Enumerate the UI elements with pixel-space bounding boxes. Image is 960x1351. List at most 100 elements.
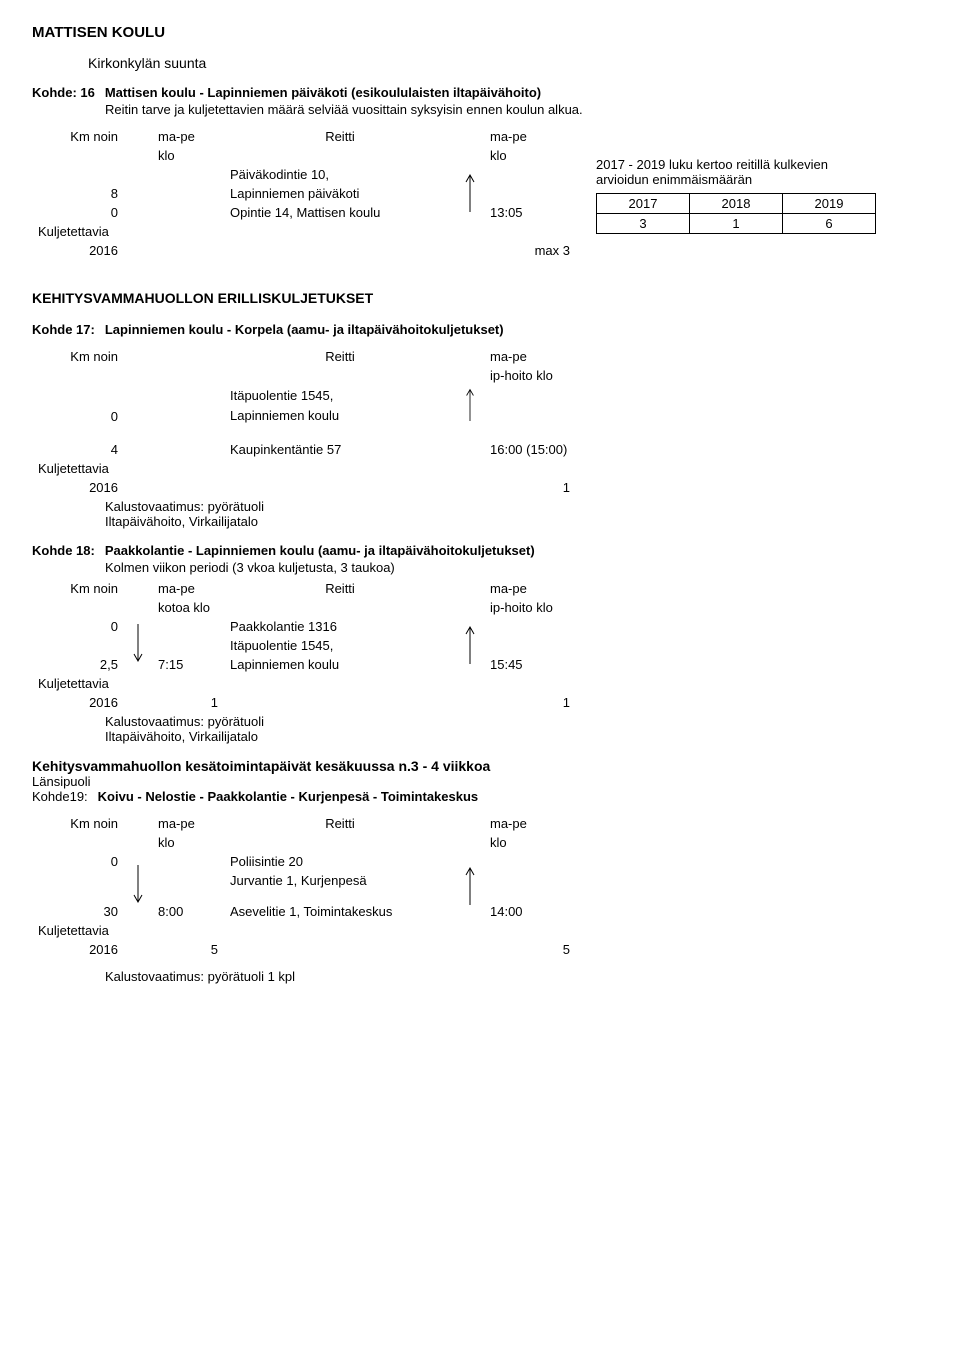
footer-right: max 3 [484,241,576,260]
footer-label: Kuljetettavia [32,459,124,478]
cell-time1: 7:15 [152,636,224,674]
cell-km2: 2,5 [32,636,124,674]
cell-time2: 16:00 (15:00) [484,440,576,459]
cell-km3: 30 [32,902,124,921]
cell-route2: Jurvantie 1, Kurjenpesä [224,871,456,890]
cell-route-l1: Päiväkodintie 10, [224,165,456,184]
kohde19-table: Km noin ma-pe Reitti ma-pe klo klo 0 Pol… [32,814,576,959]
arrow-down-icon [124,617,152,674]
hdr-mape: ma-pe [152,127,224,146]
kohde17-table: Km noin Reitti ma-pe ip-hoito klo 0 Itäp… [32,347,576,497]
kohde18-note1: Kalustovaatimus: pyörätuoli [105,714,928,729]
hdr-mape2: ma-pe [484,127,576,146]
footer-left: 5 [152,940,224,959]
kohde16-desc: Reitin tarve ja kuljetettavien määrä sel… [105,102,928,117]
cell-km: 0 [32,617,124,636]
kohde16-title: Mattisen koulu - Lapinniemen päiväkoti (… [105,85,541,100]
hdr-mape: ma-pe [152,814,224,833]
kohde18-label: Kohde 18: [32,543,95,558]
hdr-route: Reitti [224,814,456,833]
year-2019: 2019 [783,194,876,214]
footer-right: 5 [484,940,576,959]
hdr-klo: klo [152,833,224,852]
cell-route2-l1: Itäpuolentie 1545, [224,636,456,655]
val-2018: 1 [690,214,783,234]
footer-left: 1 [152,693,224,712]
kohde16-year-table: 2017 2018 2019 3 1 6 [596,193,876,234]
hdr-klo2: klo [484,833,576,852]
hdr-mape2: ma-pe [484,814,576,833]
cell-km: 0 [32,385,124,426]
arrow-up-icon [456,617,484,674]
cell-km: 8 [32,165,124,203]
cell-time2: 13:05 [484,203,576,222]
hdr-kotoa: kotoa klo [152,598,224,617]
hdr-km: Km noin [32,579,124,598]
cell-route2: Kaupinkentäntie 57 [224,440,456,459]
summary-title: Kehitysvammahuollon kesätoimintapäivät k… [32,758,928,774]
footer-val: 1 [484,478,576,497]
cell-route2: Opintie 14, Mattisen koulu [224,203,456,222]
hdr-route: Reitti [224,347,456,366]
hdr-km: Km noin [32,347,124,366]
cell-route-l1: Itäpuolentie 1545, [224,385,456,406]
section-kehitys-title: KEHITYSVAMMAHUOLLON ERILLISKULJETUKSET [32,290,928,306]
footer-year: 2016 [32,241,124,260]
footer-label: Kuljetettavia [32,222,124,241]
cell-time1: 8:00 [152,902,224,921]
footer-year: 2016 [32,693,124,712]
kohde17-title: Lapinniemen koulu - Korpela (aamu- ja il… [105,322,504,337]
hdr-mape: ma-pe [484,347,576,366]
hdr-ip: ip-hoito klo [484,598,576,617]
arrow-up-icon [456,385,484,426]
footer-right: 1 [484,693,576,712]
cell-route: Paakkolantie 1316 [224,617,456,636]
cell-km: 0 [32,852,124,871]
val-2019: 6 [783,214,876,234]
hdr-mape: ma-pe [152,579,224,598]
cell-route2-l2: Lapinniemen koulu [224,655,456,674]
cell-route: Poliisintie 20 [224,852,456,871]
cell-route-l2: Lapinniemen päiväkoti [224,184,456,203]
arrow-down-icon [124,852,152,921]
cell-time2: 15:45 [484,636,576,674]
kohde18-table: Km noin ma-pe Reitti ma-pe kotoa klo ip-… [32,579,576,712]
hdr-klo2: klo [484,146,576,165]
cell-route3: Asevelitie 1, Toimintakeskus [224,902,456,921]
kohde18-title: Paakkolantie - Lapinniemen koulu (aamu- … [105,543,535,558]
kohde18-note2: Iltapäivähoito, Virkailijatalo [105,729,928,744]
kohde16-label: Kohde: 16 [32,85,95,100]
kohde18-subtitle: Kolmen viikon periodi (3 vkoa kuljetusta… [105,560,928,575]
cell-km2: 4 [32,440,124,459]
cell-time2: 14:00 [484,902,576,921]
summary-lansi: Länsipuoli [32,774,928,789]
page-title: MATTISEN KOULU [32,24,928,41]
val-2017: 3 [597,214,690,234]
kohde17-note1: Kalustovaatimus: pyörätuoli [105,499,928,514]
kohde17-note2: Iltapäivähoito, Virkailijatalo [105,514,928,529]
kohde17-label: Kohde 17: [32,322,95,337]
hdr-route: Reitti [224,127,456,146]
footer-year: 2016 [32,478,124,497]
hdr-route: Reitti [224,579,456,598]
arrow-up-icon [456,852,484,921]
hdr-mape2: ma-pe [484,579,576,598]
hdr-ip: ip-hoito klo [484,366,576,385]
kohde16-table: Km noin ma-pe Reitti ma-pe klo klo 8 Päi… [32,127,576,260]
footer-label: Kuljetettavia [32,674,124,693]
arrow-up-icon [456,165,484,222]
kohde19-title: Koivu - Nelostie - Paakkolantie - Kurjen… [98,789,478,804]
kohde19-note: Kalustovaatimus: pyörätuoli 1 kpl [105,969,928,984]
footer-year: 2016 [32,940,124,959]
hdr-km: Km noin [32,127,124,146]
footer-label: Kuljetettavia [32,921,124,940]
kohde19-label: Kohde19: [32,789,88,804]
cell-route-l2: Lapinniemen koulu [224,406,456,427]
hdr-klo: klo [152,146,224,165]
kohde16-note: 2017 - 2019 luku kertoo reitillä kulkevi… [596,157,846,187]
year-2017: 2017 [597,194,690,214]
hdr-km: Km noin [32,814,124,833]
year-2018: 2018 [690,194,783,214]
page-subtitle: Kirkonkylän suunta [88,55,928,71]
cell-km2: 0 [32,203,124,222]
